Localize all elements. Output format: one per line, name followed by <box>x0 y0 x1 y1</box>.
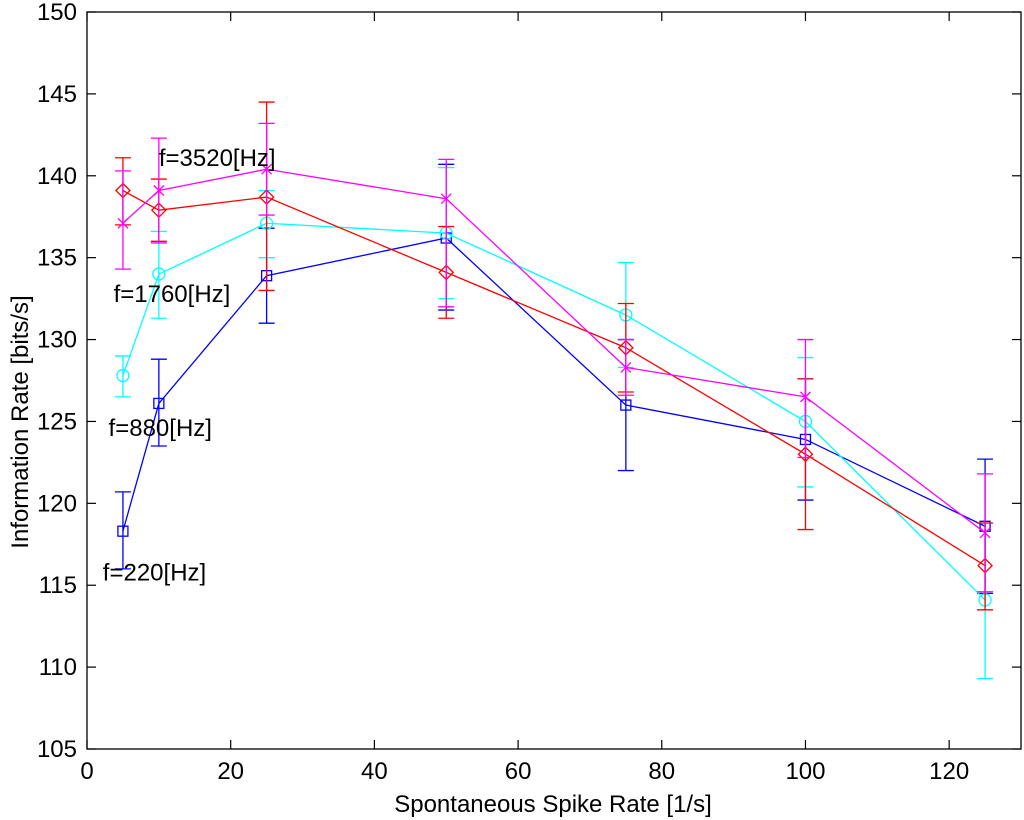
y-tick-label: 150 <box>37 0 77 26</box>
x-tick-label: 0 <box>80 758 93 785</box>
data-point <box>979 527 991 539</box>
data-point <box>153 185 165 196</box>
data-point <box>440 193 452 205</box>
series-layer <box>114 101 994 680</box>
x-tick-label: 100 <box>785 758 825 785</box>
annotation-label: f=3520[Hz] <box>159 145 276 172</box>
data-point <box>797 446 814 463</box>
x-tick-label: 80 <box>648 758 675 785</box>
x-tick-label: 20 <box>217 758 244 785</box>
y-tick-label: 105 <box>37 736 77 763</box>
y-tick-label: 130 <box>37 327 77 354</box>
plot-background <box>87 12 1021 749</box>
data-point <box>800 391 811 403</box>
data-point <box>152 267 166 281</box>
annotation-label: f=1760[Hz] <box>114 281 231 308</box>
y-tick-label: 120 <box>37 490 77 517</box>
data-point <box>620 399 632 411</box>
y-tick-label: 135 <box>37 245 77 272</box>
y-tick-label: 140 <box>37 163 77 190</box>
plot-area <box>87 12 1021 749</box>
y-tick-label: 115 <box>39 572 77 599</box>
data-point <box>620 361 632 373</box>
y-tick-label: 125 <box>37 408 77 435</box>
axes-layer: 0 20 40 60 80 100 120 105 110 115 120 125 130 135 140 1… <box>37 0 1022 785</box>
x-axis-label: Spontaneous Spike Rate [1/s] <box>394 791 712 818</box>
y-axis-label: Information Rate [bits/s] <box>7 295 34 548</box>
annotation-label: f=220[Hz] <box>103 559 206 586</box>
data-point <box>261 163 273 175</box>
data-point <box>117 217 129 229</box>
series-3 <box>114 122 994 593</box>
y-tick-label: 110 <box>39 654 77 681</box>
annotation-label: f=880[Hz] <box>109 415 212 442</box>
y-tick-label: 145 <box>37 81 77 108</box>
x-tick-label: 60 <box>505 758 532 785</box>
data-point <box>153 397 165 410</box>
data-point <box>117 525 129 537</box>
data-point <box>116 368 130 383</box>
annotation-layer: f=3520[Hz] f=1760[Hz] f=880[Hz] f=220[Hz] <box>103 145 276 586</box>
axes-frame <box>86 11 1022 750</box>
x-tick-label: 120 <box>929 758 969 785</box>
x-tick-label: 40 <box>361 758 388 785</box>
